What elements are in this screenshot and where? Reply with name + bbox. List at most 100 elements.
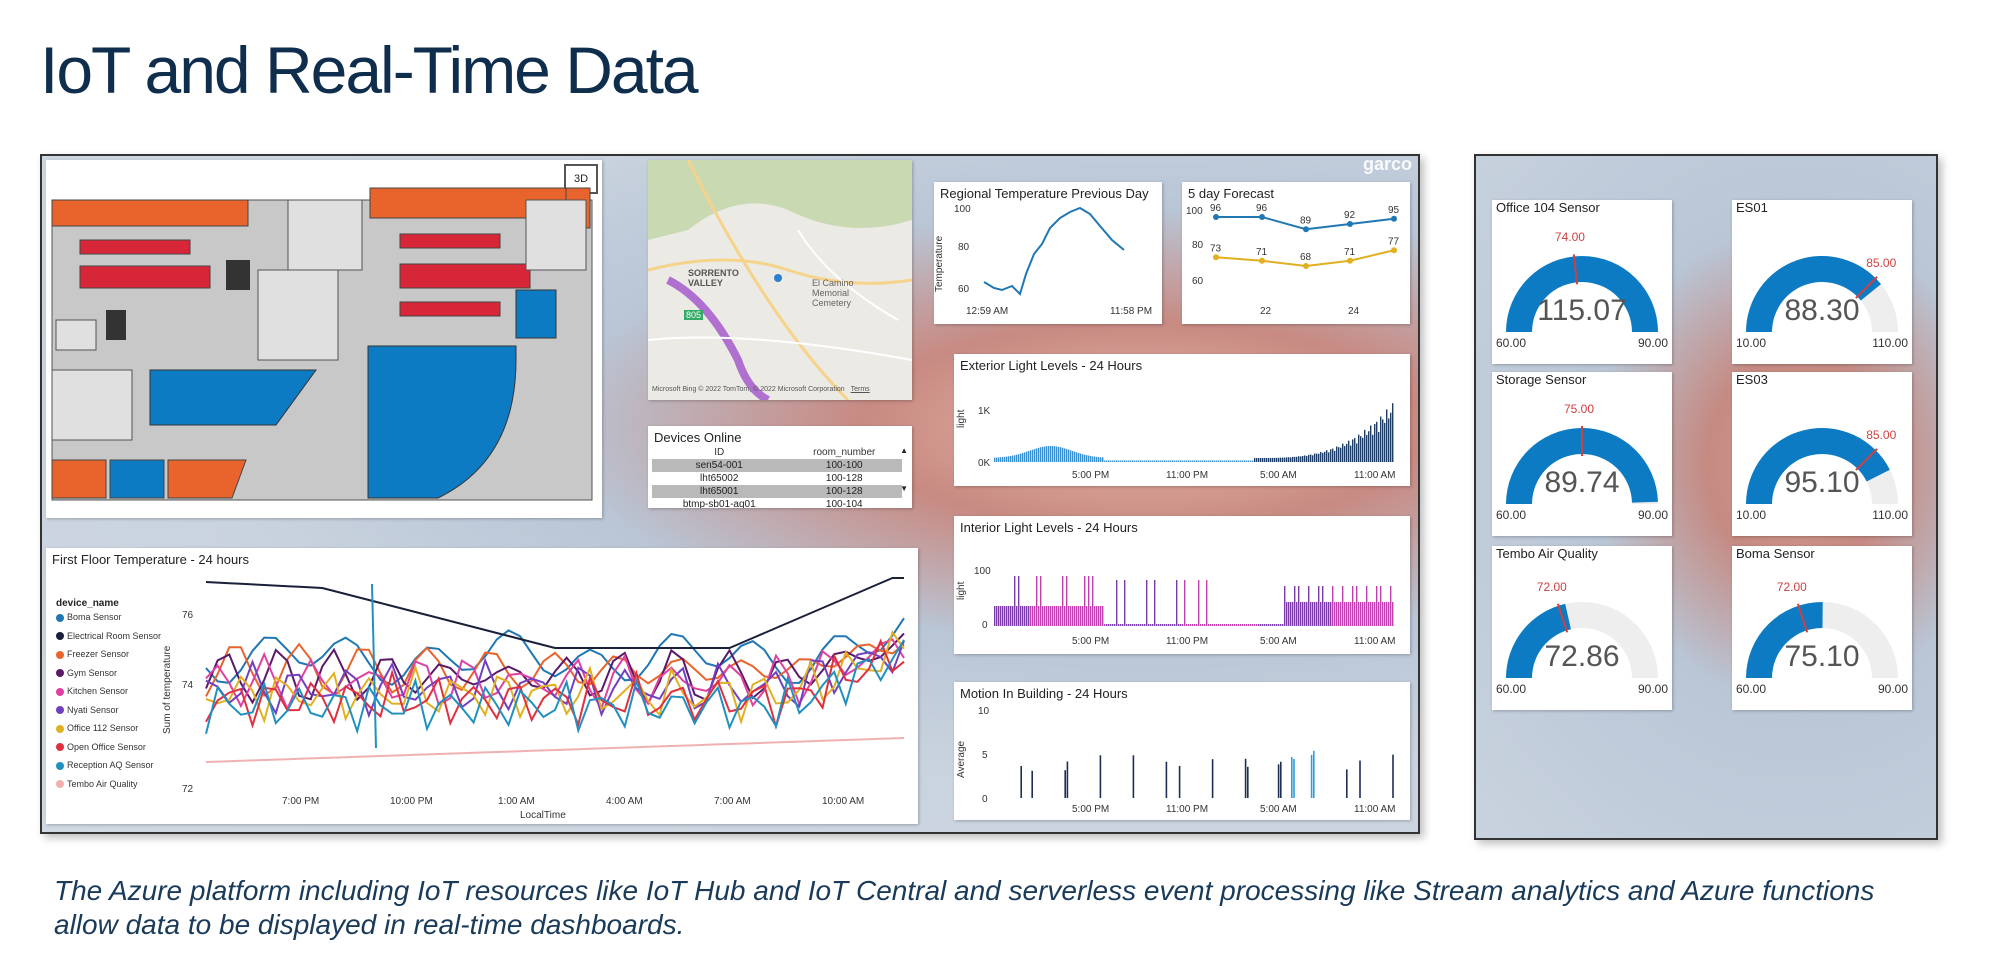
- bar-mark: [1372, 602, 1374, 626]
- bar-mark: [1134, 624, 1136, 626]
- floor-plan-drawing[interactable]: [46, 160, 602, 518]
- y-tick: 0: [982, 620, 988, 631]
- table-row[interactable]: sen54-001 100-100: [652, 459, 902, 472]
- bar-mark: [1020, 766, 1022, 798]
- forecast-tile[interactable]: 5 day Forecast 100 80 60 22 24 96 96 89 92 9…: [1182, 182, 1410, 324]
- bar-mark: [1264, 457, 1266, 462]
- regional-temp-tile[interactable]: Regional Temperature Previous Day Temper…: [934, 182, 1162, 324]
- first-floor-chart[interactable]: Sum of temperature 76 74 72 7:00 PM 10:0…: [46, 548, 918, 824]
- interior-light-tile[interactable]: Interior Light Levels - 24 Hours light 1…: [954, 516, 1410, 654]
- map-drawing[interactable]: [648, 160, 912, 400]
- bar-mark: [1096, 456, 1098, 462]
- legend-item[interactable]: Tembo Air Quality: [56, 779, 138, 789]
- bar-mark: [1222, 460, 1224, 462]
- floor-plan-tile[interactable]: 3D: [46, 160, 602, 518]
- bar-mark: [1230, 460, 1232, 462]
- bar-mark: [1200, 624, 1202, 626]
- devices-online-title: Devices Online: [654, 430, 742, 445]
- gauge-tile[interactable]: ES01 85.00 88.30 10.00 110.00: [1732, 200, 1912, 364]
- gauge-arc: [1746, 256, 1898, 332]
- bar-mark: [1376, 421, 1378, 462]
- gauge-tile[interactable]: Boma Sensor 72.00 75.10 60.00 90.00: [1732, 546, 1912, 710]
- bar-mark: [1056, 446, 1058, 462]
- bar-mark: [1250, 460, 1252, 462]
- bar-mark: [1088, 455, 1090, 462]
- column-header-id[interactable]: ID: [714, 447, 725, 458]
- bar-mark: [1364, 602, 1366, 626]
- scroll-up-icon[interactable]: ▲: [900, 446, 908, 455]
- bar-mark: [1084, 576, 1086, 626]
- legend-item[interactable]: Reception AQ Sensor: [56, 760, 154, 770]
- bar-mark: [1378, 431, 1380, 462]
- bar-mark: [1216, 624, 1218, 626]
- bar-mark: [1320, 602, 1322, 626]
- bar-mark: [1336, 446, 1338, 462]
- bar-mark: [1338, 447, 1340, 462]
- gauge-tile[interactable]: ES03 85.00 95.10 10.00 110.00: [1732, 372, 1912, 536]
- bar-mark: [1144, 624, 1146, 626]
- interior-light-chart[interactable]: light 100 0 5:00 PM 11:00 PM 5:00 AM 11:…: [954, 516, 1410, 654]
- bar-mark: [1282, 624, 1284, 626]
- map-terms-link[interactable]: Terms: [850, 386, 870, 393]
- devices-online-tile[interactable]: Devices Online ID room_number sen54-001 1…: [648, 426, 912, 508]
- bar-mark: [1032, 606, 1034, 626]
- bar-mark: [1228, 624, 1230, 626]
- bar-mark: [1294, 456, 1296, 462]
- gauge-tile[interactable]: Tembo Air Quality 72.00 72.86 60.00 90.00: [1492, 546, 1672, 710]
- motion-tile[interactable]: Motion In Building - 24 Hours Average 10…: [954, 682, 1410, 820]
- map-label-sorrento: SORRENTO VALLEY: [688, 268, 739, 288]
- legend-item[interactable]: Electrical Room Sensor: [56, 631, 161, 641]
- scroll-down-icon[interactable]: ▼: [900, 484, 908, 493]
- series-line: [205, 617, 905, 686]
- legend-item[interactable]: Kitchen Sensor: [56, 686, 128, 696]
- legend-item[interactable]: Nyati Sensor: [56, 705, 119, 715]
- forecast-data-label: 95: [1388, 205, 1400, 216]
- legend-item[interactable]: Freezer Sensor: [56, 649, 129, 659]
- gauge-tile[interactable]: Storage Sensor 75.00 89.74 60.00 90.00: [1492, 372, 1672, 536]
- motion-chart[interactable]: Average 10 5 0 5:00 PM 11:00 PM 5:00 AM …: [954, 682, 1410, 820]
- regional-temp-chart[interactable]: Temperature 100 80 60 12:59 AM 11:58 PM: [934, 182, 1162, 324]
- bar-mark: [1108, 460, 1110, 462]
- bar-mark: [1176, 580, 1178, 626]
- bar-mark: [1110, 460, 1112, 462]
- bar-mark: [1166, 460, 1168, 462]
- bar-mark: [1114, 460, 1116, 462]
- bar-mark: [1166, 624, 1168, 626]
- bar-mark: [1026, 606, 1028, 626]
- bar-mark: [1032, 449, 1034, 462]
- bar-mark: [1038, 606, 1040, 626]
- legend-item[interactable]: Open Office Sensor: [56, 742, 146, 752]
- bar-mark: [1040, 447, 1042, 462]
- gauge-value: 95.10: [1784, 466, 1860, 499]
- column-header-room[interactable]: room_number: [813, 447, 876, 458]
- gauge-min: 60.00: [1496, 682, 1527, 696]
- legend-item[interactable]: Boma Sensor: [56, 612, 122, 622]
- table-row[interactable]: lht65001 100-128: [652, 485, 902, 498]
- cell-room: 100-128: [825, 473, 863, 484]
- first-floor-temp-tile[interactable]: First Floor Temperature - 24 hours devic…: [46, 548, 918, 824]
- gauge-tile[interactable]: Office 104 Sensor 74.00 115.07 60.00 90.00: [1492, 200, 1672, 364]
- table-row[interactable]: lht65002 100-128: [652, 472, 902, 485]
- x-tick: 11:00 AM: [1354, 636, 1396, 647]
- legend-item[interactable]: Office 112 Sensor: [56, 723, 138, 733]
- exterior-light-chart[interactable]: light 1K 0K 5:00 PM 11:00 PM 5:00 AM 11:…: [954, 354, 1410, 486]
- bar-mark: [1310, 754, 1313, 798]
- gauge-max: 110.00: [1872, 508, 1908, 522]
- bar-mark: [1140, 624, 1142, 626]
- bar-mark: [1358, 434, 1360, 462]
- bar-mark: [1154, 460, 1156, 462]
- devices-table[interactable]: ID room_number sen54-001 100-100 lht65002…: [652, 446, 902, 508]
- bar-mark: [1308, 586, 1310, 626]
- bar-mark: [1136, 460, 1138, 462]
- bar-mark: [1084, 454, 1086, 462]
- bar-mark: [1076, 452, 1078, 462]
- table-row[interactable]: btmp-sb01-aq01 100-104: [652, 498, 902, 508]
- legend-item[interactable]: Gym Sensor: [56, 668, 117, 678]
- exterior-light-tile[interactable]: Exterior Light Levels - 24 Hours light 1…: [954, 354, 1410, 486]
- legend-label: Electrical Room Sensor: [67, 630, 162, 641]
- forecast-chart[interactable]: 100 80 60 22 24 96 96 89 92 95 73 71 68 71 77: [1182, 182, 1410, 324]
- bar-mark: [1160, 460, 1162, 462]
- map-tile[interactable]: SORRENTO VALLEY El Camino Memorial Cemet…: [648, 160, 912, 400]
- bar-mark: [1258, 457, 1260, 462]
- gauge-target-marker: [1796, 603, 1809, 633]
